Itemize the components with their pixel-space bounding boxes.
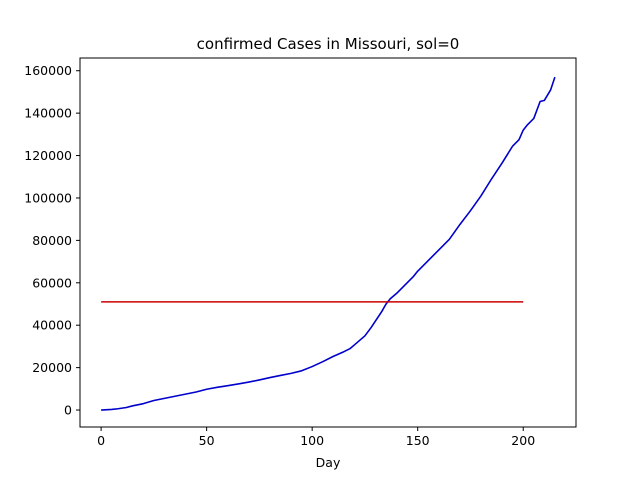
y-tick-label: 100000 <box>24 190 72 205</box>
y-tick-label: 140000 <box>24 106 72 121</box>
plot-frame <box>79 57 577 428</box>
x-tick-label: 150 <box>406 433 430 448</box>
y-tick-label: 0 <box>64 403 72 418</box>
x-tick-label: 50 <box>199 433 215 448</box>
y-tick-label: 120000 <box>24 148 72 163</box>
y-tick-label: 20000 <box>32 360 72 375</box>
y-tick-label: 80000 <box>32 233 72 248</box>
x-tick-label: 100 <box>300 433 324 448</box>
y-tick-label: 160000 <box>24 63 72 78</box>
x-axis: 0 50 100 150 200 <box>97 427 535 448</box>
x-tick-label: 200 <box>511 433 535 448</box>
plot-area <box>101 76 556 411</box>
y-tick-label: 40000 <box>32 318 72 333</box>
x-axis-label: Day <box>316 455 341 470</box>
y-axis: 0 20000 40000 60000 80000 100000 120000 140000 1… <box>24 63 80 418</box>
x-tick-label: 0 <box>97 433 105 448</box>
series-line-0 <box>101 76 556 411</box>
y-tick-label: 60000 <box>32 275 72 290</box>
chart-title: confirmed Cases in Missouri, sol=0 <box>197 35 460 53</box>
